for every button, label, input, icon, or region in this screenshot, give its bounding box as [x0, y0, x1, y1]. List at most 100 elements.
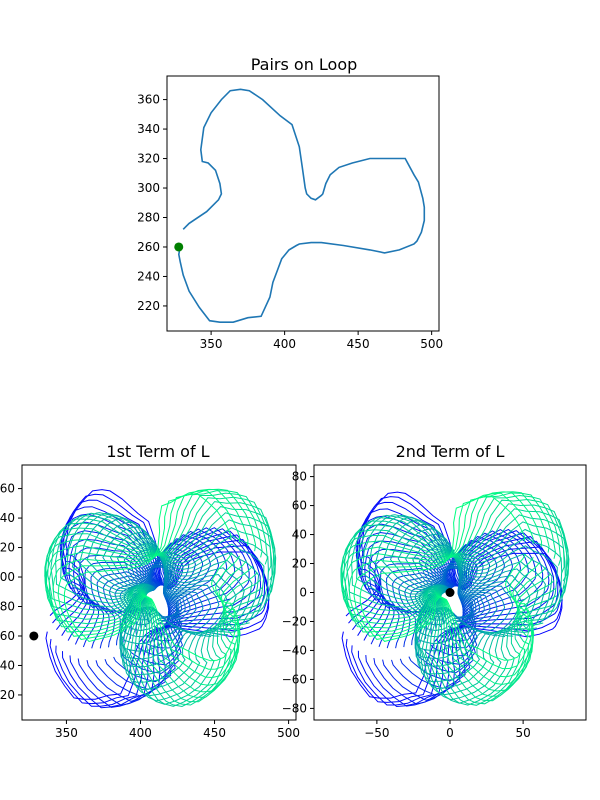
x-tick-label: 500 [420, 337, 443, 351]
y-tick-label: 360 [0, 482, 15, 496]
y-tick-label: −20 [282, 614, 307, 628]
y-tick-label: 260 [137, 240, 160, 254]
origin-marker [29, 631, 39, 641]
y-tick: 320 [0, 541, 22, 555]
plot-title: Pairs on Loop [251, 55, 358, 74]
y-tick-label: 300 [0, 570, 15, 584]
y-tick: 340 [137, 122, 167, 136]
y-tick-label: 320 [0, 541, 15, 555]
y-tick: 80 [292, 470, 314, 484]
family-curve [57, 490, 241, 670]
x-tick: −50 [364, 720, 390, 740]
plot-frame [166, 75, 440, 332]
family-curve [44, 492, 268, 698]
y-tick-label: −40 [282, 643, 307, 657]
plot-frame [21, 464, 297, 721]
x-tick-label: 400 [273, 337, 296, 351]
family-curve [54, 514, 276, 705]
y-tick-label: 300 [137, 181, 160, 195]
y-tick-label: 20 [292, 557, 307, 571]
x-tick-label: 50 [515, 726, 530, 740]
axis-ticks: −50 0 50 −80 −60 −40 −20 0 20 40 60 80 [282, 470, 531, 740]
y-tick: 20 [292, 557, 314, 571]
family-curve [350, 516, 569, 704]
family-curve [60, 512, 273, 702]
y-tick: 300 [0, 570, 22, 584]
axis-ticks: 350 400 450 500 220 240 260 280 300 320 340 360 [137, 93, 443, 351]
y-tick-label: 360 [137, 93, 160, 107]
second-term-plot: 2nd Term of L −50 0 50 −80 −60 −40 −20 0 20 40 60 8… [282, 442, 587, 740]
x-tick-label: 450 [203, 726, 226, 740]
x-tick-label: 350 [55, 726, 78, 740]
y-tick: 340 [0, 511, 22, 525]
curve-family-group [29, 488, 277, 709]
y-tick-label: 340 [137, 122, 160, 136]
family-curve [356, 514, 566, 701]
y-tick-label: 220 [0, 688, 15, 702]
y-tick: 260 [137, 240, 167, 254]
x-tick: 350 [55, 720, 78, 740]
family-curve [102, 526, 237, 660]
loop-start-marker [174, 242, 184, 252]
family-curve [382, 519, 546, 675]
y-tick-label: 260 [0, 629, 15, 643]
family-curve [125, 553, 197, 626]
family-curve [344, 491, 550, 685]
curve-family-group [340, 491, 570, 708]
y-tick: 320 [137, 152, 167, 166]
family-curve [117, 537, 220, 645]
y-tick-label: 240 [0, 658, 15, 672]
y-tick-label: −80 [282, 701, 307, 715]
family-curve [109, 531, 229, 652]
family-curve [420, 554, 491, 626]
y-tick: 240 [0, 658, 22, 672]
y-tick: −40 [282, 643, 314, 657]
family-curve [374, 516, 553, 683]
y-tick-label: 280 [137, 211, 160, 225]
y-tick-label: 220 [137, 299, 160, 313]
plot-title: 1st Term of L [106, 442, 209, 461]
x-tick: 500 [420, 331, 443, 351]
family-curve [63, 493, 237, 662]
family-curve [340, 494, 562, 697]
first-term-plot: 1st Term of L 350 400 450 500 220 240 260 280 30… [0, 442, 300, 740]
family-curve [50, 512, 277, 707]
y-tick-label: 320 [137, 152, 160, 166]
family-curve [123, 548, 204, 632]
y-tick: 220 [137, 299, 167, 313]
family-curve [361, 514, 563, 696]
family-curve [78, 514, 260, 683]
family-curve [346, 514, 570, 706]
loop-line [177, 88, 426, 324]
family-curve [68, 527, 243, 697]
y-tick-label: 240 [137, 269, 160, 283]
pairs-on-loop-plot: Pairs on Loop 350 400 450 500 220 240 260 280 30… [137, 55, 443, 351]
x-tick: 400 [273, 331, 296, 351]
x-tick-label: 0 [446, 726, 454, 740]
x-tick: 400 [129, 720, 152, 740]
family-curve [364, 529, 537, 696]
loop-curve-group [174, 88, 426, 324]
y-tick-label: 280 [0, 600, 15, 614]
family-curve [397, 528, 531, 660]
y-tick-label: 60 [292, 499, 307, 513]
y-tick: −80 [282, 701, 314, 715]
y-tick: 360 [137, 93, 167, 107]
y-tick-label: −60 [282, 672, 307, 686]
y-tick: −60 [282, 672, 314, 686]
y-tick: 300 [137, 181, 167, 195]
x-tick-label: 350 [200, 337, 223, 351]
family-curve [359, 495, 531, 661]
y-tick: 280 [0, 600, 22, 614]
family-curve [418, 550, 498, 632]
x-tick: 450 [347, 331, 370, 351]
family-curve [48, 488, 257, 686]
family-curve [65, 512, 269, 697]
y-tick-label: 0 [299, 586, 307, 600]
y-tick-label: 40 [292, 528, 307, 542]
x-tick-label: 500 [277, 726, 300, 740]
y-tick-label: 340 [0, 511, 15, 525]
x-tick: 500 [277, 720, 300, 740]
y-tick-label: 80 [292, 470, 307, 484]
